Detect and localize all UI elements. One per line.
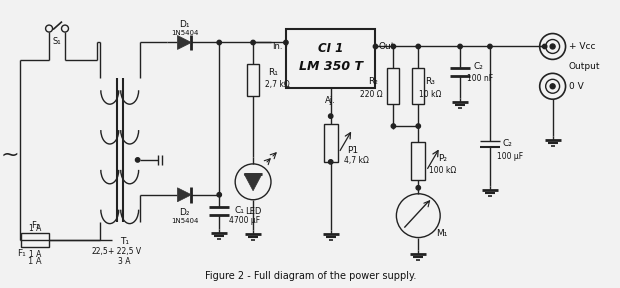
- Text: + 22,5 V: + 22,5 V: [108, 247, 141, 256]
- Text: LED: LED: [245, 207, 261, 216]
- Text: Figure 2 - Full diagram of the power supply.: Figure 2 - Full diagram of the power sup…: [205, 271, 417, 281]
- Text: P1: P1: [347, 147, 358, 156]
- Text: C₂: C₂: [503, 139, 513, 149]
- Text: ~: ~: [1, 145, 20, 165]
- Bar: [21, 233, 49, 247]
- Text: In.: In.: [272, 42, 283, 51]
- Text: M₁: M₁: [436, 229, 448, 238]
- Circle shape: [391, 124, 396, 128]
- Text: 0 V: 0 V: [569, 82, 583, 91]
- Bar: [247, 65, 259, 96]
- Text: D₁: D₁: [179, 20, 190, 29]
- Text: 1 A: 1 A: [29, 257, 42, 266]
- Bar: [412, 68, 424, 104]
- Circle shape: [329, 114, 333, 118]
- Text: Aj.: Aj.: [326, 96, 336, 105]
- Text: 1 A: 1 A: [29, 251, 42, 259]
- Text: 100 μF: 100 μF: [497, 152, 523, 162]
- Text: 22,5: 22,5: [91, 247, 108, 256]
- Text: F₁: F₁: [31, 221, 39, 230]
- Circle shape: [284, 40, 288, 45]
- Text: D₂: D₂: [179, 208, 190, 217]
- Text: P₂: P₂: [438, 154, 446, 163]
- Circle shape: [416, 124, 420, 128]
- Circle shape: [329, 160, 333, 164]
- Text: 3 A: 3 A: [118, 257, 131, 266]
- Circle shape: [217, 40, 221, 45]
- Polygon shape: [177, 35, 192, 50]
- Circle shape: [416, 44, 420, 49]
- Text: 220 Ω: 220 Ω: [360, 90, 383, 99]
- Text: CI 1: CI 1: [318, 42, 343, 55]
- Circle shape: [488, 44, 492, 49]
- Polygon shape: [177, 188, 192, 202]
- Circle shape: [542, 44, 547, 49]
- Text: R₂: R₂: [368, 77, 378, 86]
- Text: Out: Out: [378, 42, 395, 51]
- Text: LM 350 T: LM 350 T: [299, 60, 363, 73]
- Text: 100 nF: 100 nF: [467, 74, 493, 83]
- Text: T₁: T₁: [120, 237, 129, 246]
- Text: 1N5404: 1N5404: [170, 30, 198, 35]
- Text: 1 A: 1 A: [29, 223, 42, 233]
- Text: 2,7 kΩ: 2,7 kΩ: [265, 80, 290, 89]
- Text: S₁: S₁: [53, 37, 61, 46]
- Text: R₃: R₃: [425, 77, 435, 86]
- Circle shape: [373, 44, 378, 49]
- Circle shape: [550, 44, 555, 49]
- Text: C₂: C₂: [473, 62, 483, 71]
- Text: F₁: F₁: [17, 249, 25, 259]
- Text: 4,7 kΩ: 4,7 kΩ: [344, 156, 369, 165]
- Bar: [388, 68, 399, 104]
- Text: 100 kΩ: 100 kΩ: [428, 166, 456, 175]
- Text: + Vcc: + Vcc: [569, 42, 595, 51]
- Text: Output: Output: [569, 62, 600, 71]
- Circle shape: [416, 185, 420, 190]
- Circle shape: [135, 158, 140, 162]
- Circle shape: [458, 44, 463, 49]
- Bar: [324, 124, 338, 162]
- Text: 4700 μF: 4700 μF: [229, 216, 260, 225]
- Circle shape: [251, 40, 255, 45]
- Text: 10 kΩ: 10 kΩ: [419, 90, 441, 99]
- Text: R₁: R₁: [268, 68, 278, 77]
- Circle shape: [391, 44, 396, 49]
- Text: C₁: C₁: [234, 206, 244, 215]
- Polygon shape: [244, 174, 262, 191]
- Circle shape: [550, 84, 555, 89]
- Text: 1N5404: 1N5404: [170, 218, 198, 223]
- Bar: [286, 29, 376, 88]
- Circle shape: [217, 193, 221, 197]
- Bar: [411, 142, 425, 180]
